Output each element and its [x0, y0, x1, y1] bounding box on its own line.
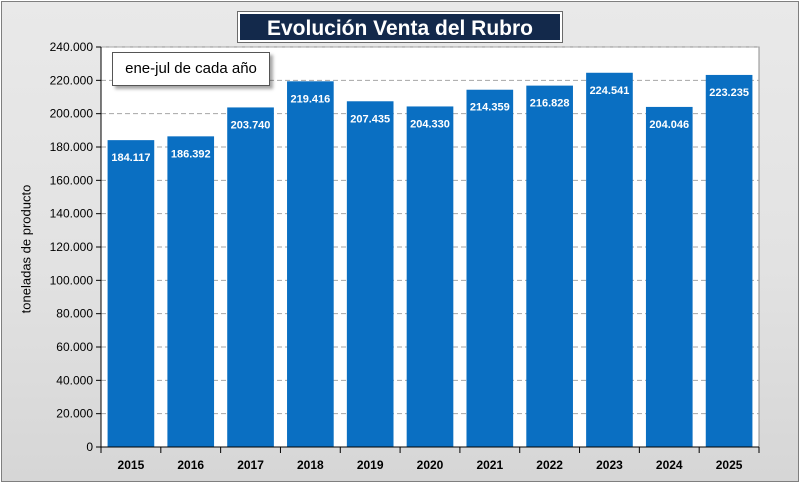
x-tick-label-2015: 2015: [118, 458, 145, 472]
bar-2019: [346, 101, 394, 448]
x-tick-label-2025: 2025: [716, 458, 743, 472]
x-tick-label-2018: 2018: [297, 458, 324, 472]
bar-2025: [705, 74, 753, 448]
bars: 184.117 186.392 203.740 219.416 207.435 204.3…: [107, 72, 753, 448]
y-tick-label: 0: [86, 440, 93, 454]
data-label-2016: 186.392: [171, 148, 211, 160]
y-tick-label: 100.000: [50, 273, 94, 287]
bar-2015: [107, 140, 155, 447]
chart-title: Evolución Venta del Rubro Quesos: [238, 12, 562, 70]
data-label-2017: 203.740: [231, 119, 271, 131]
y-tick-label: 240.000: [50, 40, 94, 54]
y-tick-label: 160.000: [50, 173, 94, 187]
x-tick-label-2020: 2020: [417, 458, 444, 472]
data-label-2023: 224.541: [590, 85, 630, 97]
y-tick-label: 60.000: [56, 340, 93, 354]
x-tick-label-2021: 2021: [476, 458, 503, 472]
y-tick-label: 180.000: [50, 140, 94, 154]
x-axis-ticks: 2015 2016 2017 2018 2019 2020 2021 2022 2023 2024…: [100, 447, 760, 472]
y-tick-label: 120.000: [50, 240, 94, 254]
y-tick-label: 140.000: [50, 207, 94, 221]
y-tick-label: 80.000: [56, 307, 93, 321]
bar-2022: [526, 85, 573, 448]
data-label-2019: 207.435: [350, 113, 390, 125]
x-tick-label-2023: 2023: [596, 458, 623, 472]
chart-subtitle: ene-jul de cada año: [112, 52, 270, 86]
bar-2016: [167, 136, 215, 447]
data-label-2024: 204.046: [649, 119, 689, 131]
y-tick-label: 220.000: [50, 73, 94, 87]
data-label-2020: 204.330: [410, 118, 450, 130]
bar-2024: [645, 106, 693, 447]
data-label-2025: 223.235: [709, 87, 749, 99]
bar-2017: [227, 107, 274, 447]
bar-2023: [586, 72, 633, 447]
bar-2021: [466, 89, 514, 448]
x-tick-label-2024: 2024: [656, 458, 683, 472]
data-label-2015: 184.117: [111, 152, 150, 164]
data-label-2021: 214.359: [470, 102, 510, 114]
y-tick-label: 200.000: [50, 107, 94, 121]
y-tick-label: 20.000: [56, 407, 93, 421]
data-label-2022: 216.828: [530, 98, 570, 110]
data-label-2018: 219.416: [290, 93, 330, 105]
x-tick-label-2016: 2016: [177, 458, 204, 472]
bar-2020: [406, 106, 454, 447]
x-tick-label-2017: 2017: [237, 458, 264, 472]
bar-2018: [287, 81, 334, 447]
y-tick-label: 40.000: [56, 373, 93, 387]
y-axis-ticks: 0 20.000 40.000 60.000 80.000 100.000 120.000 1…: [50, 40, 101, 454]
x-tick-label-2022: 2022: [536, 458, 563, 472]
x-tick-label-2019: 2019: [357, 458, 384, 472]
